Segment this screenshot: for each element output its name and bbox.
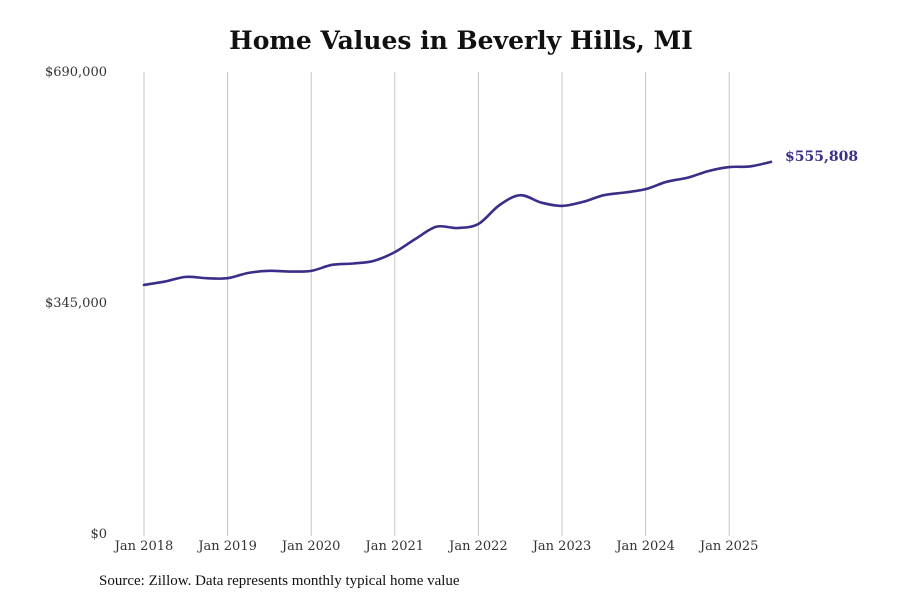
end-value-label: $555,808 — [785, 149, 858, 165]
y-tick-label: $690,000 — [45, 65, 107, 80]
x-tick-label: Jan 2018 — [113, 539, 174, 554]
y-tick-label: $345,000 — [45, 296, 107, 311]
x-tick-label: Jan 2025 — [698, 539, 759, 554]
y-tick-label: $0 — [90, 527, 107, 542]
x-tick-label: Jan 2020 — [280, 539, 341, 554]
series — [142, 160, 773, 287]
annotations: $555,808 — [785, 149, 858, 165]
gridlines — [143, 72, 730, 536]
chart-title: Home Values in Beverly Hills, MI — [229, 26, 693, 55]
x-tick-label: Jan 2023 — [531, 539, 592, 554]
x-tick-label: Jan 2024 — [614, 539, 675, 554]
y-axis: $0 $345,000 $690,000 — [45, 65, 107, 542]
source-note: Source: Zillow. Data represents monthly … — [99, 573, 460, 589]
x-tick-label: Jan 2019 — [196, 539, 257, 554]
x-tick-label: Jan 2021 — [364, 539, 425, 554]
x-axis: Jan 2018 Jan 2019 Jan 2020 Jan 2021 Jan 2022… — [113, 539, 759, 554]
x-tick-label: Jan 2022 — [447, 539, 508, 554]
home-value-line — [142, 160, 773, 287]
